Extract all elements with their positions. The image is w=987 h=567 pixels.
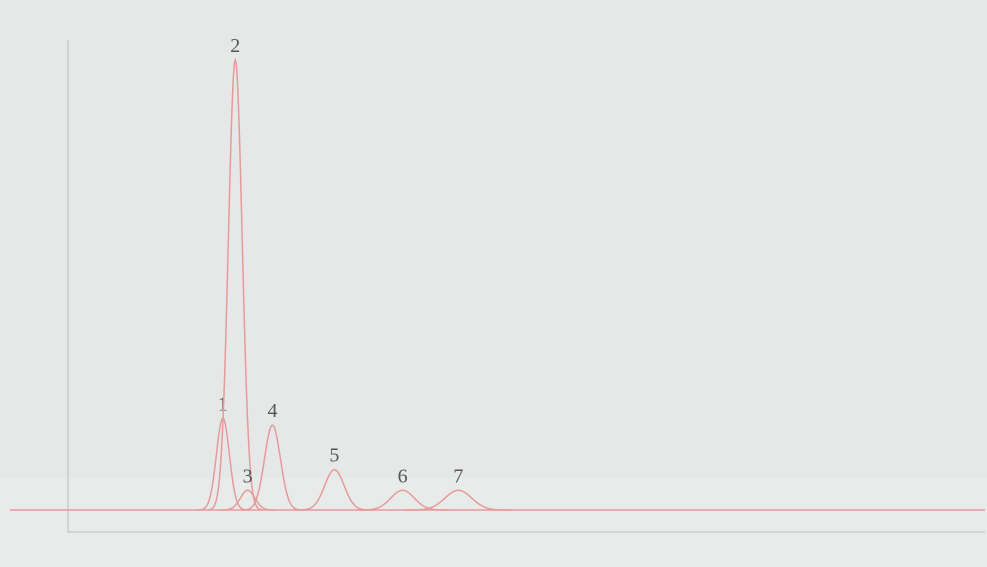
peak-label: 3 <box>243 465 253 487</box>
peak <box>355 489 450 511</box>
peak-label: 5 <box>329 445 339 467</box>
peak <box>218 489 277 511</box>
peak <box>404 489 512 511</box>
peak-label: 4 <box>267 400 277 422</box>
peak-label: 7 <box>453 465 463 487</box>
peak <box>240 424 305 511</box>
peak-label: 6 <box>398 465 408 487</box>
peak <box>295 468 374 511</box>
paper-fold <box>0 478 987 567</box>
peak-label: 2 <box>230 35 240 57</box>
